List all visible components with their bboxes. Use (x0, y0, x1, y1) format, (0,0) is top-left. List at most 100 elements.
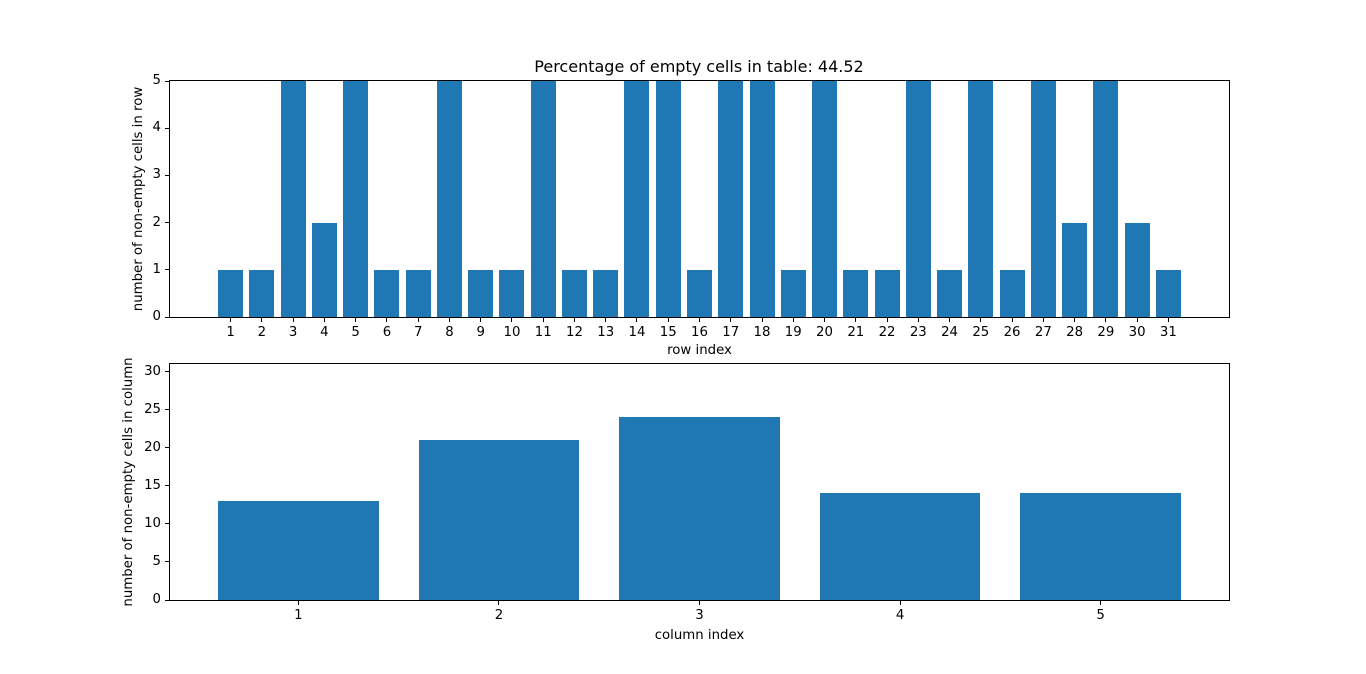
chart-title: Percentage of empty cells in table: 44.5… (534, 57, 864, 76)
y-tick-mark (165, 316, 169, 318)
row-x-tick-label-28: 28 (1066, 325, 1084, 340)
row-x-tick-label-31: 31 (1159, 325, 1177, 340)
x-tick-mark (761, 318, 763, 322)
x-tick-mark (386, 318, 388, 322)
x-tick-mark (605, 318, 607, 322)
bar-column-1 (218, 501, 379, 600)
row-x-tick-label-14: 14 (628, 325, 646, 340)
row-x-tick-label-23: 23 (909, 325, 927, 340)
x-tick-mark (886, 318, 888, 322)
row-x-tick-label-25: 25 (972, 325, 990, 340)
x-tick-mark (699, 318, 700, 322)
bar-row-14 (624, 81, 650, 317)
x-tick-mark (292, 318, 294, 322)
row-x-tick-label-6: 6 (382, 325, 392, 340)
bar-row-21 (843, 269, 869, 317)
bar-row-2 (249, 269, 275, 317)
bar-row-19 (780, 269, 806, 317)
x-tick-mark (498, 601, 500, 605)
x-tick-mark (1042, 318, 1044, 322)
bar-row-6 (374, 269, 400, 317)
row-y-tick-label-1: 1 (152, 261, 161, 277)
row-y-tick-label-5: 5 (152, 73, 161, 88)
y-tick-mark (165, 269, 169, 271)
row-x-tick-label-3: 3 (288, 325, 298, 340)
y-tick-mark (165, 409, 169, 411)
row-x-tick-label-5: 5 (351, 325, 360, 340)
bar-row-31 (1155, 269, 1181, 317)
column-y-tick-label-0: 0 (152, 592, 161, 607)
bar-row-10 (499, 269, 525, 317)
bar-row-1 (218, 269, 244, 317)
bar-row-17 (718, 81, 744, 317)
bar-row-8 (436, 81, 462, 317)
column-x-tick-label-3: 3 (695, 608, 704, 623)
row-x-tick-label-19: 19 (784, 325, 802, 340)
x-tick-mark (323, 318, 325, 322)
bar-column-3 (619, 417, 780, 600)
column-y-tick-label-20: 20 (144, 439, 161, 455)
x-tick-mark (417, 318, 419, 322)
bar-row-26 (999, 269, 1025, 317)
column-x-tick-label-5: 5 (1096, 608, 1105, 623)
row-x-tick-label-26: 26 (1003, 325, 1021, 340)
row-x-tick-label-27: 27 (1034, 325, 1052, 340)
row-x-tick-label-22: 22 (878, 325, 896, 340)
column-chart-xlabel: column index (654, 628, 745, 643)
bar-row-12 (561, 269, 587, 317)
x-tick-mark (511, 318, 513, 322)
column-y-tick-label-30: 30 (144, 363, 161, 379)
x-tick-mark (1011, 318, 1013, 322)
bar-row-27 (1030, 81, 1056, 317)
row-x-tick-label-10: 10 (503, 325, 521, 340)
row-chart-plot-area (169, 80, 1230, 318)
bar-row-20 (812, 81, 838, 317)
column-chart-plot-area (169, 363, 1230, 601)
x-tick-mark (1105, 318, 1107, 322)
x-tick-mark (824, 318, 826, 322)
bar-row-23 (905, 81, 931, 317)
x-tick-mark (1100, 601, 1102, 605)
bar-row-3 (280, 81, 306, 317)
row-y-tick-label-4: 4 (152, 120, 161, 136)
row-x-tick-label-29: 29 (1097, 325, 1115, 340)
bar-row-28 (1062, 222, 1088, 317)
x-tick-mark (855, 318, 857, 322)
row-x-tick-label-30: 30 (1128, 325, 1146, 340)
y-tick-mark (165, 371, 169, 373)
x-tick-mark (699, 601, 700, 605)
row-x-tick-label-1: 1 (226, 325, 235, 340)
x-tick-mark (917, 318, 919, 322)
x-tick-mark (730, 318, 732, 322)
y-tick-mark (165, 599, 169, 601)
bar-row-11 (530, 81, 556, 317)
x-tick-mark (1074, 318, 1076, 322)
row-x-tick-label-20: 20 (816, 325, 833, 340)
x-tick-mark (542, 318, 544, 322)
bar-row-7 (405, 269, 431, 317)
x-tick-mark (792, 318, 794, 322)
y-tick-mark (165, 80, 169, 82)
row-x-tick-label-12: 12 (566, 325, 583, 340)
bar-row-24 (937, 269, 963, 317)
x-tick-mark (448, 318, 450, 322)
x-tick-mark (899, 601, 901, 605)
row-x-tick-label-24: 24 (941, 325, 959, 340)
bar-row-29 (1093, 81, 1119, 317)
bar-column-2 (418, 440, 580, 600)
x-tick-mark (949, 318, 951, 322)
row-x-tick-label-11: 11 (534, 325, 552, 340)
x-tick-mark (355, 318, 357, 322)
bar-column-4 (819, 493, 981, 600)
row-x-tick-label-15: 15 (659, 325, 677, 340)
y-tick-mark (165, 523, 169, 525)
row-x-tick-label-21: 21 (847, 325, 865, 340)
x-tick-mark (667, 318, 669, 322)
y-tick-mark (165, 447, 169, 449)
y-tick-mark (165, 222, 169, 224)
x-tick-mark (230, 318, 232, 322)
column-y-tick-label-15: 15 (144, 477, 161, 493)
row-x-tick-label-13: 13 (597, 325, 615, 340)
y-tick-mark (165, 485, 169, 487)
